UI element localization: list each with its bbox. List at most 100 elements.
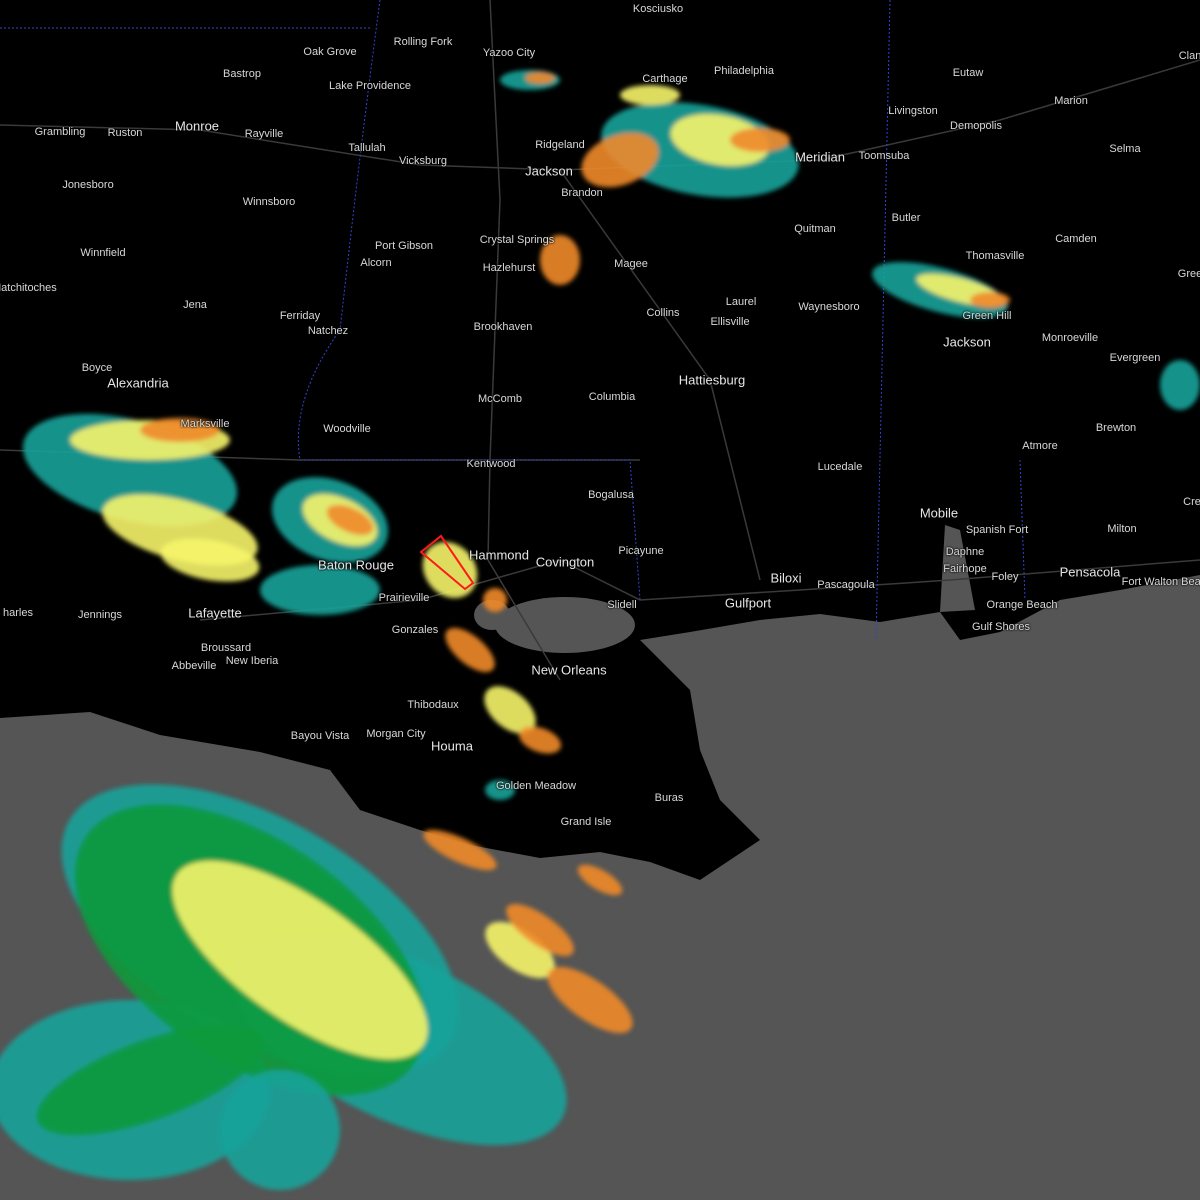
city-label: Laurel bbox=[725, 296, 757, 308]
city-label: Eutaw bbox=[952, 67, 984, 79]
city-label: Philadelphia bbox=[714, 65, 774, 77]
city-label: Columbia bbox=[588, 391, 636, 403]
radar-echo bbox=[423, 829, 497, 871]
radar-echo bbox=[36, 1024, 264, 1136]
city-label: Kosciusko bbox=[632, 3, 684, 15]
radar-echo bbox=[485, 921, 555, 979]
city-label: Mobile bbox=[919, 505, 959, 521]
state-borders bbox=[0, 0, 1026, 641]
city-label: Rolling Fork bbox=[393, 36, 453, 48]
city-label: Bayou Vista bbox=[290, 730, 350, 742]
city-label: Picayune bbox=[618, 545, 664, 557]
city-label: Winnsboro bbox=[242, 196, 296, 208]
radar-echo bbox=[730, 128, 790, 152]
city-label: Golden Meadow bbox=[495, 780, 577, 792]
city-label: Houma bbox=[431, 738, 473, 754]
city-label: Boyce bbox=[81, 362, 113, 374]
city-label: Covington bbox=[535, 554, 595, 570]
city-label: Morgan City bbox=[366, 728, 426, 740]
radar-echo bbox=[577, 864, 623, 896]
city-label: Thibodaux bbox=[407, 699, 459, 711]
radar-echo bbox=[525, 72, 555, 84]
city-label: Fort Walton Beach bbox=[1121, 576, 1200, 588]
city-label: Spanish Fort bbox=[965, 524, 1029, 536]
radar-echo bbox=[160, 538, 260, 582]
city-label: Selma bbox=[1109, 143, 1141, 155]
city-label: Prairieville bbox=[378, 592, 430, 604]
radar-echo bbox=[1160, 360, 1200, 410]
city-label: Kentwood bbox=[466, 458, 516, 470]
city-label: Evergreen bbox=[1109, 352, 1161, 364]
city-label: Camden bbox=[1055, 233, 1097, 245]
radar-echo bbox=[326, 504, 374, 536]
city-label: Rayville bbox=[244, 128, 284, 140]
radar-echo bbox=[445, 627, 495, 673]
city-label: Fairhope bbox=[943, 563, 987, 575]
city-label: Jena bbox=[183, 299, 207, 311]
radar-echo bbox=[484, 686, 536, 734]
city-label: Hammond bbox=[469, 547, 529, 563]
city-label: Grand Isle bbox=[560, 816, 612, 828]
city-label: Milton bbox=[1107, 523, 1137, 535]
city-label: Monroeville bbox=[1041, 332, 1099, 344]
city-label: Marion bbox=[1054, 95, 1088, 107]
city-label: Lucedale bbox=[817, 461, 863, 473]
city-label: Ruston bbox=[107, 127, 143, 139]
city-label: Livingston bbox=[888, 105, 938, 117]
city-label: Ridgeland bbox=[535, 139, 585, 151]
city-label: Demopolis bbox=[950, 120, 1002, 132]
city-label: Ferriday bbox=[279, 310, 321, 322]
radar-echo bbox=[670, 113, 770, 167]
city-label: Winnfield bbox=[80, 247, 126, 259]
radar-echoes bbox=[0, 70, 1200, 1190]
warning-polygon[interactable] bbox=[419, 534, 475, 591]
city-label: Foley bbox=[991, 571, 1019, 583]
radar-echo bbox=[172, 860, 428, 1060]
city-label: Brewton bbox=[1095, 422, 1137, 434]
city-label: Green Hill bbox=[962, 310, 1012, 322]
radar-echo bbox=[581, 132, 659, 188]
city-label: Clan bbox=[1178, 50, 1200, 62]
city-label: Jennings bbox=[77, 609, 123, 621]
city-label: Meridian bbox=[795, 149, 845, 165]
radar-echo bbox=[485, 780, 515, 800]
city-label: Jackson bbox=[525, 163, 573, 179]
city-label: Butler bbox=[891, 212, 921, 224]
city-label: Gulfport bbox=[724, 595, 772, 611]
city-label: Pascagoula bbox=[817, 579, 875, 591]
radar-echo bbox=[140, 418, 220, 442]
city-label: New Orleans bbox=[531, 662, 607, 678]
radar-echo bbox=[540, 235, 580, 285]
mobile-bay bbox=[940, 525, 975, 612]
city-label: Woodville bbox=[323, 423, 371, 435]
radar-echo bbox=[620, 85, 680, 105]
city-label: Buras bbox=[654, 792, 684, 804]
city-label: Baton Rouge bbox=[318, 557, 394, 573]
city-label: Crystal Springs bbox=[479, 234, 555, 246]
city-label: Bastrop bbox=[223, 68, 261, 80]
lake-pontchartrain bbox=[495, 597, 635, 653]
radar-echo bbox=[518, 726, 562, 754]
radar-echo bbox=[422, 541, 478, 599]
city-label: Broussard bbox=[200, 642, 252, 654]
city-label: Gulf Shores bbox=[971, 621, 1031, 633]
city-label: Biloxi bbox=[770, 570, 802, 586]
city-label: Cre bbox=[1183, 496, 1200, 508]
radar-echo bbox=[970, 292, 1010, 308]
city-label: Yazoo City bbox=[482, 47, 536, 59]
city-label: Carthage bbox=[642, 73, 688, 85]
city-label: Pensacola bbox=[1059, 564, 1121, 580]
city-label: Marksville bbox=[180, 418, 230, 430]
city-label: Bogalusa bbox=[588, 489, 634, 501]
city-label: McComb bbox=[477, 393, 523, 405]
city-label: Jackson bbox=[943, 334, 991, 350]
radar-echo bbox=[483, 588, 507, 612]
city-label: Lafayette bbox=[188, 605, 242, 621]
city-label: Slidell bbox=[607, 599, 637, 611]
city-label: Lake Providence bbox=[329, 80, 411, 92]
city-label: Hazlehurst bbox=[482, 262, 536, 274]
city-label: Monroe bbox=[174, 118, 220, 134]
city-label: Hattiesburg bbox=[678, 372, 746, 388]
